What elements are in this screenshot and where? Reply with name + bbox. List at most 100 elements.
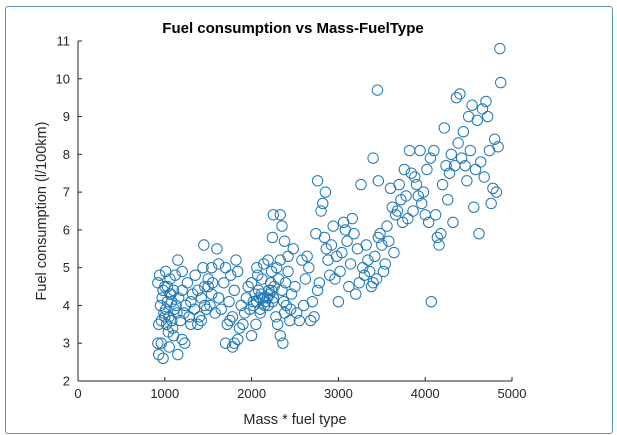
data-point (245, 329, 258, 342)
data-point (422, 216, 435, 229)
y-tick-label: 3 (63, 336, 70, 351)
data-point (192, 318, 204, 331)
data-point (276, 220, 288, 232)
data-point (202, 280, 214, 293)
data-point (181, 277, 194, 289)
data-point (306, 295, 319, 308)
data-point (372, 175, 385, 187)
data-point (440, 159, 452, 172)
y-tick-label: 4 (63, 298, 70, 313)
plot-area (78, 41, 512, 381)
data-point (155, 337, 168, 349)
y-tick-label: 11 (57, 34, 71, 49)
data-point (211, 243, 223, 255)
data-point (304, 314, 317, 327)
data-point (494, 42, 506, 55)
data-point (336, 246, 348, 259)
data-point (206, 277, 219, 289)
data-point (279, 277, 292, 289)
data-point (249, 288, 261, 300)
data-point (443, 167, 456, 179)
figure-panel: Fuel consumption vs Mass-FuelType 0 1000 2… (5, 6, 613, 434)
y-axis-label: Fuel consumption (l/100km) (34, 122, 50, 301)
data-point (153, 269, 166, 281)
data-point (353, 277, 365, 289)
data-point (166, 322, 179, 334)
data-point (254, 303, 266, 315)
data-point (303, 261, 315, 274)
data-point (162, 326, 174, 338)
data-point (185, 318, 197, 331)
data-point (410, 178, 423, 191)
data-point (219, 261, 232, 274)
data-point (199, 280, 211, 293)
data-point (247, 295, 260, 308)
data-point (156, 292, 168, 304)
data-point (435, 227, 447, 240)
x-tick-label: 4000 (411, 386, 440, 401)
data-point (311, 175, 324, 187)
data-point (377, 265, 390, 278)
data-point (480, 95, 492, 108)
data-point (258, 299, 271, 312)
data-point (284, 303, 297, 315)
data-point (278, 235, 291, 247)
data-point (267, 209, 279, 221)
data-point (228, 337, 240, 349)
data-point (221, 318, 233, 331)
data-point (245, 277, 258, 289)
data-point (199, 299, 211, 312)
data-point (369, 250, 381, 263)
data-point (242, 280, 254, 293)
data-point (468, 201, 480, 213)
data-point (289, 280, 301, 293)
y-tick-label: 9 (63, 109, 70, 124)
data-point (487, 182, 499, 195)
data-point (374, 227, 386, 240)
data-point (264, 277, 277, 289)
x-tick-label: 0 (74, 386, 81, 401)
data-point (431, 231, 444, 244)
data-point (159, 311, 171, 323)
data-point (319, 186, 332, 198)
data-point (409, 171, 421, 183)
data-point (280, 299, 293, 312)
y-tick-label: 6 (63, 222, 70, 237)
data-point (293, 314, 306, 327)
data-point (176, 333, 188, 346)
data-point (355, 178, 367, 191)
data-point (163, 341, 175, 353)
data-point (407, 205, 419, 217)
data-point (318, 231, 331, 244)
scatter-chart: Fuel consumption vs Mass-FuelType 0 1000 2… (34, 20, 526, 428)
data-point (311, 284, 324, 297)
data-point (170, 299, 182, 312)
data-point (357, 261, 369, 274)
data-point (233, 322, 246, 334)
data-point (232, 333, 244, 346)
data-point (237, 318, 249, 331)
data-point (247, 299, 260, 312)
data-point (436, 178, 449, 191)
data-point (224, 314, 236, 327)
data-point (274, 254, 286, 266)
data-point (251, 261, 263, 274)
data-point (215, 303, 227, 315)
data-point (266, 295, 279, 308)
data-point (455, 152, 468, 164)
y-tick-label: 7 (63, 185, 70, 200)
data-point (428, 144, 440, 157)
data-point (161, 280, 174, 293)
data-point (405, 167, 418, 179)
y-tick-label: 8 (63, 147, 70, 162)
data-point (344, 258, 357, 270)
data-point (189, 269, 201, 281)
data-point (172, 254, 184, 266)
data-point (438, 122, 450, 134)
data-point (250, 318, 262, 331)
data-point (299, 273, 312, 285)
data-point (329, 273, 341, 285)
data-point (185, 295, 197, 308)
data-point (476, 103, 489, 115)
data-point (232, 265, 244, 278)
